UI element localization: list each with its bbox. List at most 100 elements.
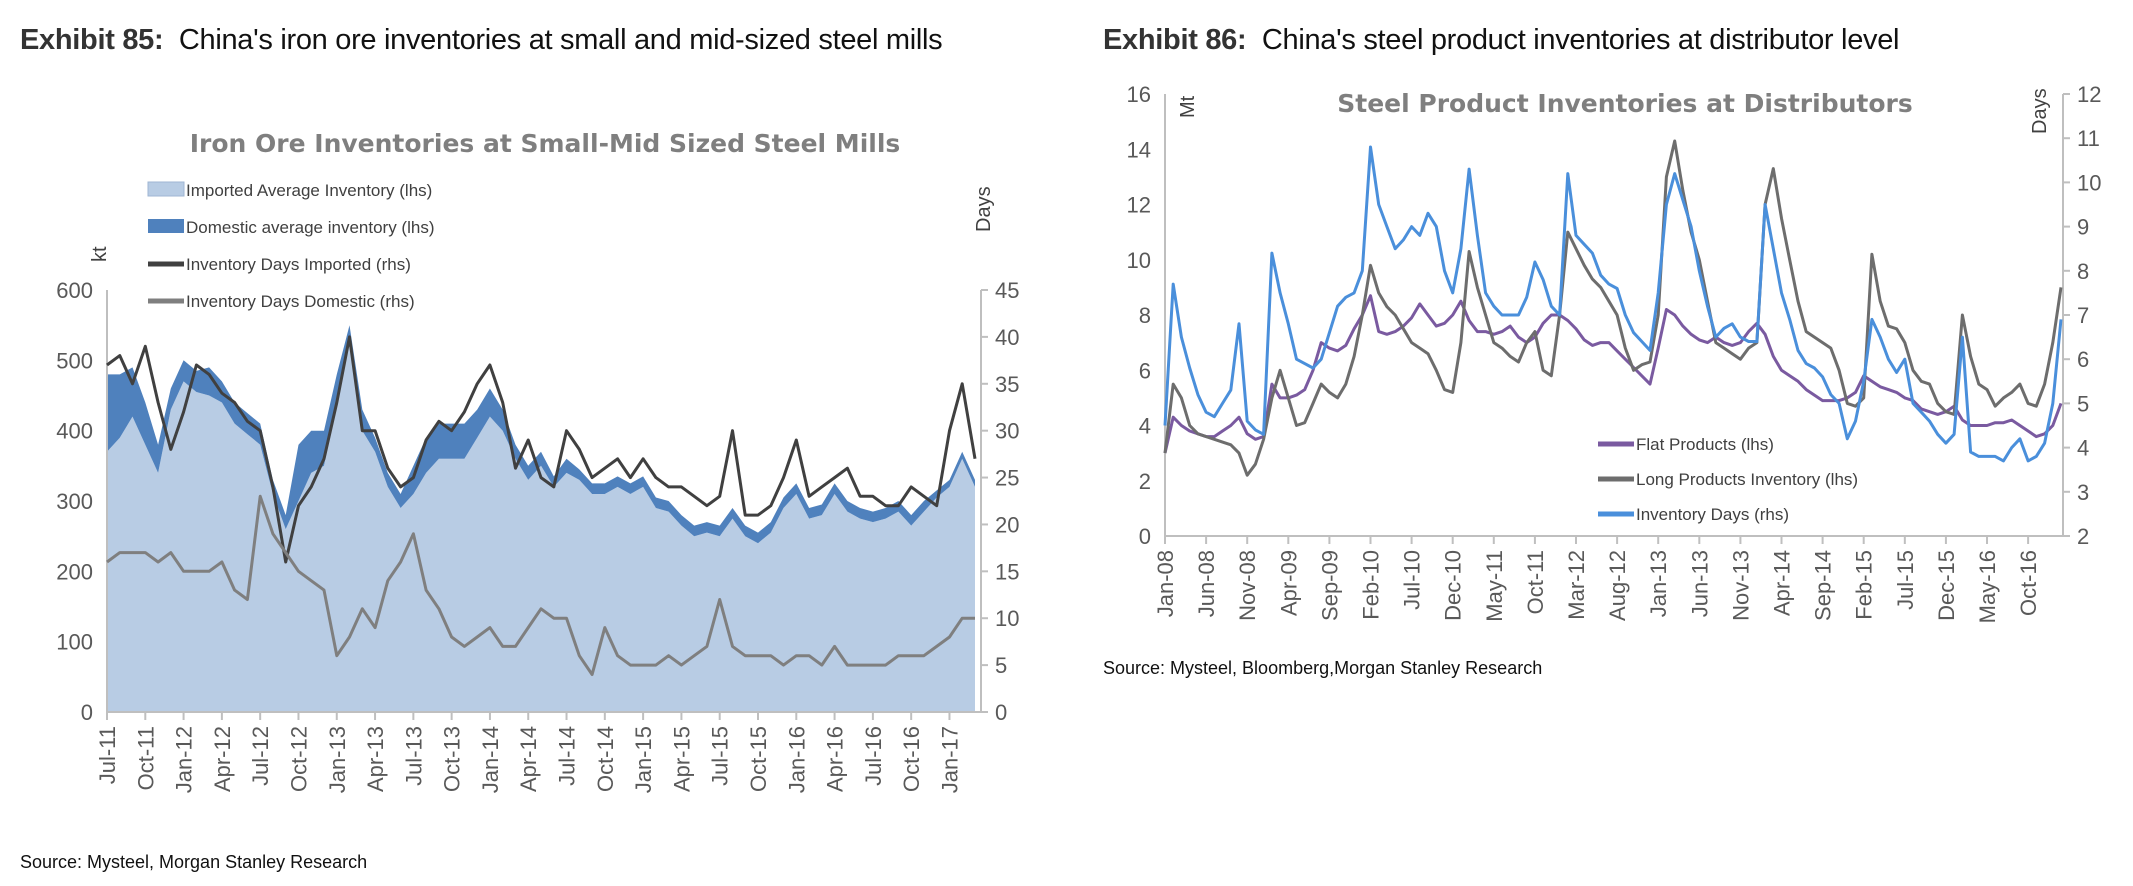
x-tick-label: Apr-14 — [1770, 550, 1795, 616]
x-tick-label: Jan-16 — [784, 726, 809, 793]
x-tick-label: Apr-13 — [363, 726, 388, 792]
y2-tick-label: 5 — [995, 653, 1007, 678]
x-tick-label: Nov-08 — [1235, 550, 1260, 621]
x-tick-label: Jul-13 — [401, 726, 426, 786]
y2-axis-label: Days — [2029, 88, 2051, 134]
legend-label: Inventory Days (rhs) — [1636, 505, 1789, 524]
y2-tick-label: 4 — [2077, 436, 2089, 461]
y-tick-label: 100 — [56, 630, 93, 655]
x-tick-label: Jun-08 — [1194, 550, 1219, 617]
series-line-0 — [1163, 294, 2063, 454]
x-tick-label: Dec-15 — [1934, 550, 1959, 621]
x-tick-label: May-16 — [1975, 550, 2000, 623]
y-tick-label: 10 — [1127, 248, 1151, 273]
legend-swatch — [148, 219, 184, 233]
y-axis-label: Mt — [1177, 95, 1199, 118]
y-tick-label: 200 — [56, 559, 93, 584]
y-tick-label: 300 — [56, 489, 93, 514]
y-tick-label: 8 — [1139, 303, 1151, 328]
x-tick-label: Jan-08 — [1153, 550, 1178, 617]
y-tick-label: 0 — [81, 700, 93, 725]
legend-label: Long Products Inventory (lhs) — [1636, 470, 1858, 489]
legend-label: Inventory Days Domestic (rhs) — [186, 292, 415, 311]
series-line-3 — [106, 494, 975, 676]
x-tick-label: Apr-14 — [516, 726, 541, 792]
y2-tick-label: 11 — [2077, 126, 2100, 151]
x-tick-label: Oct-16 — [899, 726, 924, 792]
y-tick-label: 4 — [1139, 414, 1151, 439]
y-tick-label: 14 — [1127, 137, 1151, 162]
exhibit-85-heading: Exhibit 85: China's iron ore inventories… — [20, 20, 1000, 61]
y2-tick-label: 45 — [995, 278, 1019, 303]
x-tick-label: Oct-16 — [2016, 550, 2041, 616]
y-tick-label: 400 — [56, 419, 93, 444]
series-area-0 — [107, 339, 975, 712]
y2-tick-label: 7 — [2077, 303, 2089, 328]
x-tick-label: Dec-10 — [1441, 550, 1466, 621]
y2-tick-label: 6 — [2077, 347, 2089, 372]
x-tick-label: Oct-15 — [746, 726, 771, 792]
x-tick-label: Oct-11 — [1523, 550, 1548, 614]
y2-tick-label: 30 — [995, 419, 1019, 444]
y-tick-label: 500 — [56, 348, 93, 373]
chart-1: Iron Ore Inventories at Small-Mid Sized … — [56, 129, 1019, 793]
y2-tick-label: 8 — [2077, 259, 2089, 284]
x-tick-label: Jan-15 — [631, 726, 656, 793]
y2-tick-label: 9 — [2077, 215, 2089, 240]
x-tick-label: Feb-15 — [1852, 550, 1877, 620]
x-tick-label: Oct-13 — [440, 726, 465, 792]
x-tick-label: Oct-14 — [593, 726, 618, 792]
x-tick-label: Jul-16 — [861, 726, 886, 786]
y2-tick-label: 2 — [2077, 524, 2089, 549]
y-tick-label: 16 — [1127, 82, 1151, 107]
exhibit-86-heading: Exhibit 86: China's steel product invent… — [1103, 20, 2133, 61]
y2-tick-label: 5 — [2077, 391, 2089, 416]
y2-tick-label: 25 — [995, 466, 1019, 491]
y2-tick-label: 15 — [995, 559, 1019, 584]
exhibit-caption: China's iron ore inventories at small an… — [178, 24, 943, 56]
y2-tick-label: 40 — [995, 325, 1019, 350]
x-tick-label: Jul-15 — [1893, 550, 1918, 610]
exhibit-label: Exhibit 85: — [20, 24, 164, 56]
exhibit-label: Exhibit 86: — [1103, 24, 1247, 56]
y-tick-label: 600 — [56, 278, 93, 303]
y-tick-label: 0 — [1139, 524, 1151, 549]
x-tick-label: Apr-09 — [1276, 550, 1301, 616]
x-tick-label: Jul-12 — [248, 726, 273, 786]
x-tick-label: Apr-15 — [669, 726, 694, 792]
y-tick-label: 2 — [1139, 469, 1151, 494]
x-tick-label: Jan-13 — [325, 726, 350, 793]
chart-title: Steel Product Inventories at Distributor… — [1337, 89, 1912, 118]
x-tick-label: Aug-12 — [1605, 550, 1630, 621]
x-tick-label: Apr-16 — [823, 726, 848, 792]
chart-2: Steel Product Inventories at Distributor… — [1127, 82, 2102, 623]
exhibit-caption: China's steel product inventories at dis… — [1261, 24, 1900, 56]
series-line-1 — [1163, 139, 2063, 477]
x-tick-label: Jan-14 — [478, 726, 503, 793]
source-note: Source: Mysteel, Bloomberg,Morgan Stanle… — [1103, 658, 1543, 678]
y2-axis-label: Days — [973, 186, 995, 232]
x-tick-label: Jul-11 — [95, 726, 120, 784]
y2-tick-label: 35 — [995, 372, 1019, 397]
y-tick-label: 6 — [1139, 358, 1151, 383]
x-tick-label: Jan-13 — [1646, 550, 1671, 617]
x-tick-label: Mar-12 — [1564, 550, 1589, 620]
chart-title: Iron Ore Inventories at Small-Mid Sized … — [190, 129, 901, 158]
x-tick-label: Oct-12 — [286, 726, 311, 792]
legend-label: Imported Average Inventory (lhs) — [186, 181, 432, 200]
y-tick-label: 12 — [1127, 193, 1151, 218]
x-tick-label: Jan-17 — [937, 726, 962, 793]
y2-tick-label: 10 — [2077, 170, 2101, 195]
series-line-2 — [1163, 145, 2063, 463]
x-tick-label: Jul-14 — [555, 726, 580, 786]
x-tick-label: Jul-10 — [1400, 550, 1425, 610]
y-axis-label: kt — [89, 246, 111, 262]
x-tick-label: Nov-13 — [1728, 550, 1753, 621]
series-line-2 — [106, 335, 977, 564]
x-tick-label: Jun-13 — [1687, 550, 1712, 617]
y2-tick-label: 0 — [995, 700, 1007, 725]
x-tick-label: Oct-11 — [133, 726, 158, 790]
x-tick-label: Jan-12 — [172, 726, 197, 793]
x-tick-label: May-11 — [1482, 550, 1507, 622]
